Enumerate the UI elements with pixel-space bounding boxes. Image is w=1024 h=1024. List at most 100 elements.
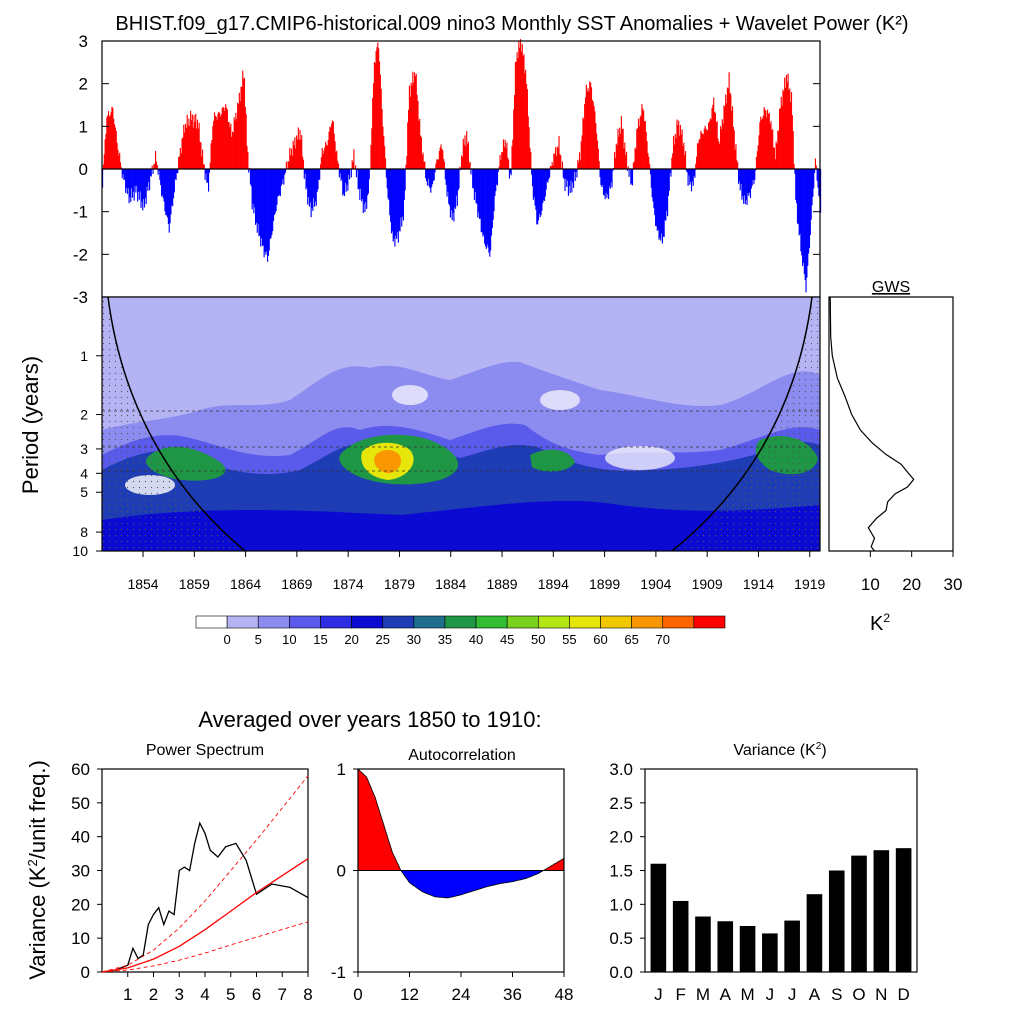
wavelet-contours (102, 297, 820, 551)
sst-anomaly-bar (484, 169, 486, 244)
sst-anomaly-bar (435, 163, 437, 169)
sst-anomaly-bar (109, 115, 111, 169)
sst-anomaly-bar (340, 169, 342, 181)
monthly-variance-x-tick-label: F (675, 985, 685, 1004)
sst-anomaly-bar (620, 116, 622, 169)
sst-anomaly-bar (380, 88, 382, 169)
sst-anomaly-bar (293, 145, 295, 169)
sst-anomaly-bar (456, 169, 458, 206)
sst-anomaly-bar (622, 128, 624, 169)
sst-anomaly-bar (421, 154, 423, 169)
sst-anomaly-bar (542, 169, 544, 204)
sst-anomaly-bar (452, 169, 454, 213)
sst-anomaly-bar (364, 169, 366, 213)
sst-anomaly-bar (229, 127, 231, 169)
monthly-variance-bar (717, 921, 734, 972)
sst-y-tick-label: 0 (79, 160, 88, 179)
cone-of-influence-right (671, 297, 813, 551)
sst-anomaly-bar (653, 169, 655, 209)
sst-anomaly-bar (468, 162, 470, 169)
sst-anomaly-bar (649, 163, 651, 169)
power-spectrum-x-tick-label: 1 (123, 985, 132, 1004)
autocorrelation-title: Autocorrelation (408, 747, 516, 764)
sst-anomaly-bar (706, 130, 708, 169)
sst-anomaly-bar (289, 147, 291, 169)
sst-anomaly-bar (508, 159, 510, 169)
wavelet-blob (540, 390, 580, 410)
sst-anomaly-bar (660, 169, 662, 241)
sst-anomaly-bar (481, 169, 483, 233)
sst-anomaly-bar (123, 169, 125, 181)
sst-anomaly-bar (778, 108, 781, 169)
sst-anomaly-bar (323, 150, 325, 169)
sst-anomaly-bar (419, 118, 421, 169)
sst-anomaly-bar (428, 169, 430, 187)
sst-anomaly-bar (426, 169, 428, 186)
sst-anomaly-bar (483, 169, 485, 235)
sst-anomaly-bar (640, 115, 642, 169)
sst-anomaly-bar (802, 169, 805, 263)
sst-anomaly-bar (324, 147, 326, 169)
sst-anomaly-bar (693, 169, 695, 176)
sst-anomaly-bar (163, 169, 165, 202)
sst-anomaly-bar (645, 131, 647, 169)
sst-anomaly-bar (367, 169, 369, 194)
monthly-variance-ticks: J F M A M J J A S O N D0.00.51.01.52.02.53.0 (609, 760, 909, 1004)
sst-anomaly-bar (433, 169, 435, 181)
sst-anomaly-bar (319, 164, 322, 169)
sst-anomaly-bar (703, 128, 705, 169)
colorbar-label: 50 (531, 632, 545, 647)
sst-anomaly-bar (808, 169, 811, 249)
power-spectrum-y-label: Variance (K2/unit freq.) (25, 760, 50, 980)
monthly-variance-y-tick-label: 0.5 (609, 929, 633, 948)
power-spectrum-x-tick-label: 5 (226, 985, 235, 1004)
wavelet-x-tick-label: 1869 (281, 576, 312, 592)
gws-x-tick-label: 30 (944, 575, 963, 594)
colorbar-label: 55 (562, 632, 576, 647)
sst-anomaly-bar (606, 169, 608, 198)
sst-anomaly-bar (699, 138, 701, 169)
sst-anomaly-bar (403, 169, 405, 200)
sst-anomaly-bar (582, 117, 584, 169)
sst-anomaly-bar (802, 169, 804, 267)
sst-anomaly-bar (379, 74, 381, 169)
sst-anomaly-bar (207, 169, 209, 183)
sst-anomaly-bar (738, 169, 740, 182)
sst-anomaly-bar (233, 117, 235, 169)
sst-anomaly-bar (274, 169, 276, 214)
sst-anomaly-bar (139, 169, 141, 192)
colorbar-label: 15 (313, 632, 327, 647)
sst-anomaly-bar (589, 81, 591, 169)
sst-anomaly-bar (189, 126, 191, 169)
sst-anomaly-bar (593, 106, 595, 169)
sst-anomaly-bar (290, 155, 292, 169)
sst-anomaly-bar (812, 169, 814, 197)
sst-anomaly-bar (786, 82, 788, 169)
sst-anomaly-bar (778, 131, 780, 169)
sst-anomaly-bar (159, 169, 161, 180)
power-spectrum-x-tick-label: 6 (252, 985, 261, 1004)
sst-anomaly-bar (366, 169, 369, 196)
sst-anomaly-bar (513, 109, 515, 169)
sst-anomaly-bar (639, 116, 641, 169)
sst-anomaly-bar (235, 112, 237, 169)
sst-anomaly-bar (662, 169, 664, 237)
sst-anomaly-bar (370, 145, 372, 169)
sst-anomaly-bar (249, 169, 252, 185)
sst-anomaly-bar (494, 169, 496, 197)
colorbar-label: 20 (344, 632, 358, 647)
power-spectrum-y-tick-label: 0 (81, 963, 90, 982)
sst-anomaly-bar (675, 138, 677, 169)
sst-anomaly-bar (715, 122, 717, 169)
monthly-variance-x-tick-label: J (788, 985, 797, 1004)
sst-anomaly-bar (412, 71, 414, 169)
sst-anomaly-bar (486, 169, 488, 245)
colorbar: 0 5 10 15 20 25 30 35 40 45 50 55 60 65 70 (195, 615, 726, 647)
sst-anomaly-bar (528, 127, 530, 169)
sst-anomaly-bar (431, 169, 433, 188)
sst-anomaly-bar (147, 169, 149, 191)
sst-anomaly-bar (212, 126, 214, 169)
monthly-variance-x-tick-label: N (875, 985, 887, 1004)
sst-anomaly-bar (155, 161, 157, 169)
sst-anomaly-bar (466, 131, 468, 169)
